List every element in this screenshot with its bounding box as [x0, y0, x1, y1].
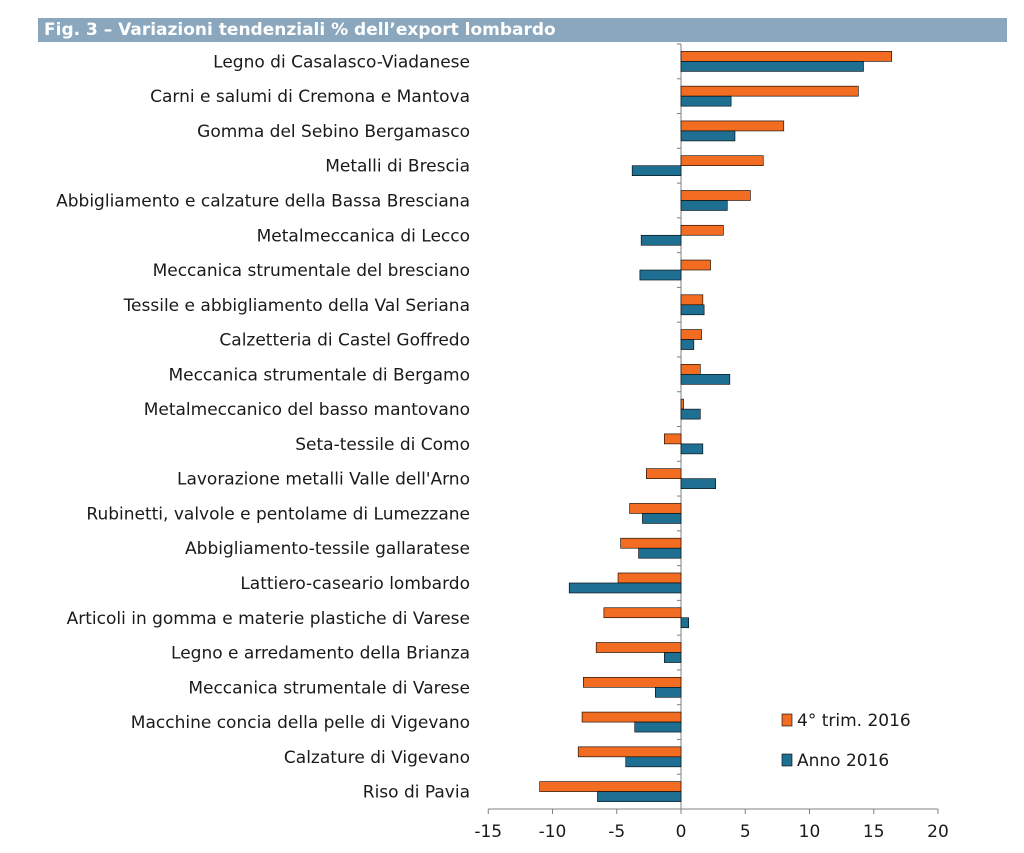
bar-4-trim-2016 [646, 468, 682, 479]
category-label: Metalmeccanica di Lecco [257, 226, 470, 246]
category-label: Meccanica strumentale di Bergamo [168, 365, 470, 385]
chart-title: Fig. 3 – Variazioni tendenziali % dell’e… [44, 20, 556, 40]
category-label: Calzature di Vigevano [284, 748, 470, 768]
x-tick-label: 20 [927, 822, 949, 842]
legend-swatch [781, 713, 793, 727]
bar-4-trim-2016 [680, 190, 751, 201]
bar-4-trim-2016 [680, 294, 704, 306]
x-tick-label: -15 [474, 822, 502, 842]
category-label: Legno di Casalasco-Viadanese [213, 52, 470, 72]
bar-4-trim-2016 [680, 329, 702, 340]
bar-4-trim-2016 [629, 503, 682, 514]
category-label: Tessile e abbigliamento della Val Serian… [123, 296, 470, 316]
category-label: Rubinetti, valvole e pentolame di Lumezz… [86, 504, 470, 524]
category-label: Meccanica strumentale del bresciano [153, 261, 470, 281]
bar-anno-2016 [634, 721, 682, 733]
bar-4-trim-2016 [680, 120, 785, 132]
bar-4-trim-2016 [680, 364, 701, 375]
category-label: Abbigliamento-tessile gallaratese [185, 539, 470, 559]
category-label: Articoli in gomma e materie plastiche di… [67, 609, 470, 629]
bar-anno-2016 [680, 374, 731, 385]
category-label: Metalli di Brescia [325, 157, 470, 177]
bar-4-trim-2016 [617, 572, 682, 584]
bar-anno-2016 [680, 95, 732, 107]
bar-anno-2016 [639, 269, 682, 281]
bar-anno-2016 [638, 547, 682, 559]
bar-4-trim-2016 [595, 642, 682, 653]
x-tick-label: 15 [863, 822, 885, 842]
bar-4-trim-2016 [620, 537, 682, 549]
bar-anno-2016 [680, 339, 695, 350]
x-tick-label: 0 [676, 822, 687, 842]
x-tick-label: -5 [608, 822, 625, 842]
bar-anno-2016 [680, 408, 701, 420]
bar-4-trim-2016 [680, 398, 684, 410]
category-label: Calzetteria di Castel Goffredo [219, 331, 470, 351]
bar-anno-2016 [680, 443, 704, 455]
x-tick-label: -10 [539, 822, 567, 842]
category-label: Legno e arredamento della Brianza [171, 644, 470, 664]
category-label: Seta-tessile di Como [295, 435, 470, 455]
bar-anno-2016 [654, 686, 682, 698]
category-label: Macchine concia della pelle di Vigevano [131, 713, 470, 733]
bar-4-trim-2016 [583, 676, 682, 688]
bar-anno-2016 [568, 582, 682, 594]
bar-4-trim-2016 [539, 781, 682, 792]
bar-anno-2016 [680, 617, 690, 629]
category-label: Lavorazione metalli Valle dell'Arno [177, 470, 470, 490]
bar-4-trim-2016 [577, 746, 682, 758]
bar-anno-2016 [680, 304, 705, 316]
legend-label: 4° trim. 2016 [797, 711, 911, 731]
bar-4-trim-2016 [603, 607, 682, 619]
figure-title-bar: Fig. 3 – Variazioni tendenziali % dell’e… [38, 18, 1007, 42]
category-label: Gomma del Sebino Bergamasco [197, 122, 470, 142]
legend-label: Anno 2016 [797, 751, 889, 771]
bar-4-trim-2016 [680, 155, 764, 167]
bar-4-trim-2016 [680, 224, 724, 236]
bar-anno-2016 [625, 756, 682, 768]
bar-anno-2016 [680, 200, 728, 211]
bar-anno-2016 [663, 652, 682, 663]
bar-anno-2016 [680, 478, 716, 489]
x-tick-label: 10 [799, 822, 821, 842]
legend-swatch [781, 753, 793, 767]
category-label: Metalmeccanico del basso mantovano [144, 400, 470, 420]
bar-4-trim-2016 [663, 433, 682, 445]
bar-anno-2016 [597, 791, 682, 802]
bar-4-trim-2016 [581, 711, 682, 723]
category-label: Lattiero-caseario lombardo [240, 574, 470, 594]
bar-anno-2016 [642, 513, 682, 524]
category-label: Abbigliamento e calzature della Bassa Br… [56, 191, 470, 211]
bar-4-trim-2016 [680, 51, 893, 62]
category-label: Carni e salumi di Cremona e Mantova [150, 87, 470, 107]
bar-4-trim-2016 [680, 85, 859, 97]
category-label: Riso di Pavia [363, 783, 470, 803]
bar-anno-2016 [680, 130, 736, 142]
bar-4-trim-2016 [680, 259, 711, 271]
bar-anno-2016 [640, 234, 682, 246]
category-label: Meccanica strumentale di Varese [188, 678, 470, 698]
bar-anno-2016 [680, 61, 864, 72]
x-tick-label: 5 [740, 822, 751, 842]
bar-anno-2016 [631, 165, 682, 177]
